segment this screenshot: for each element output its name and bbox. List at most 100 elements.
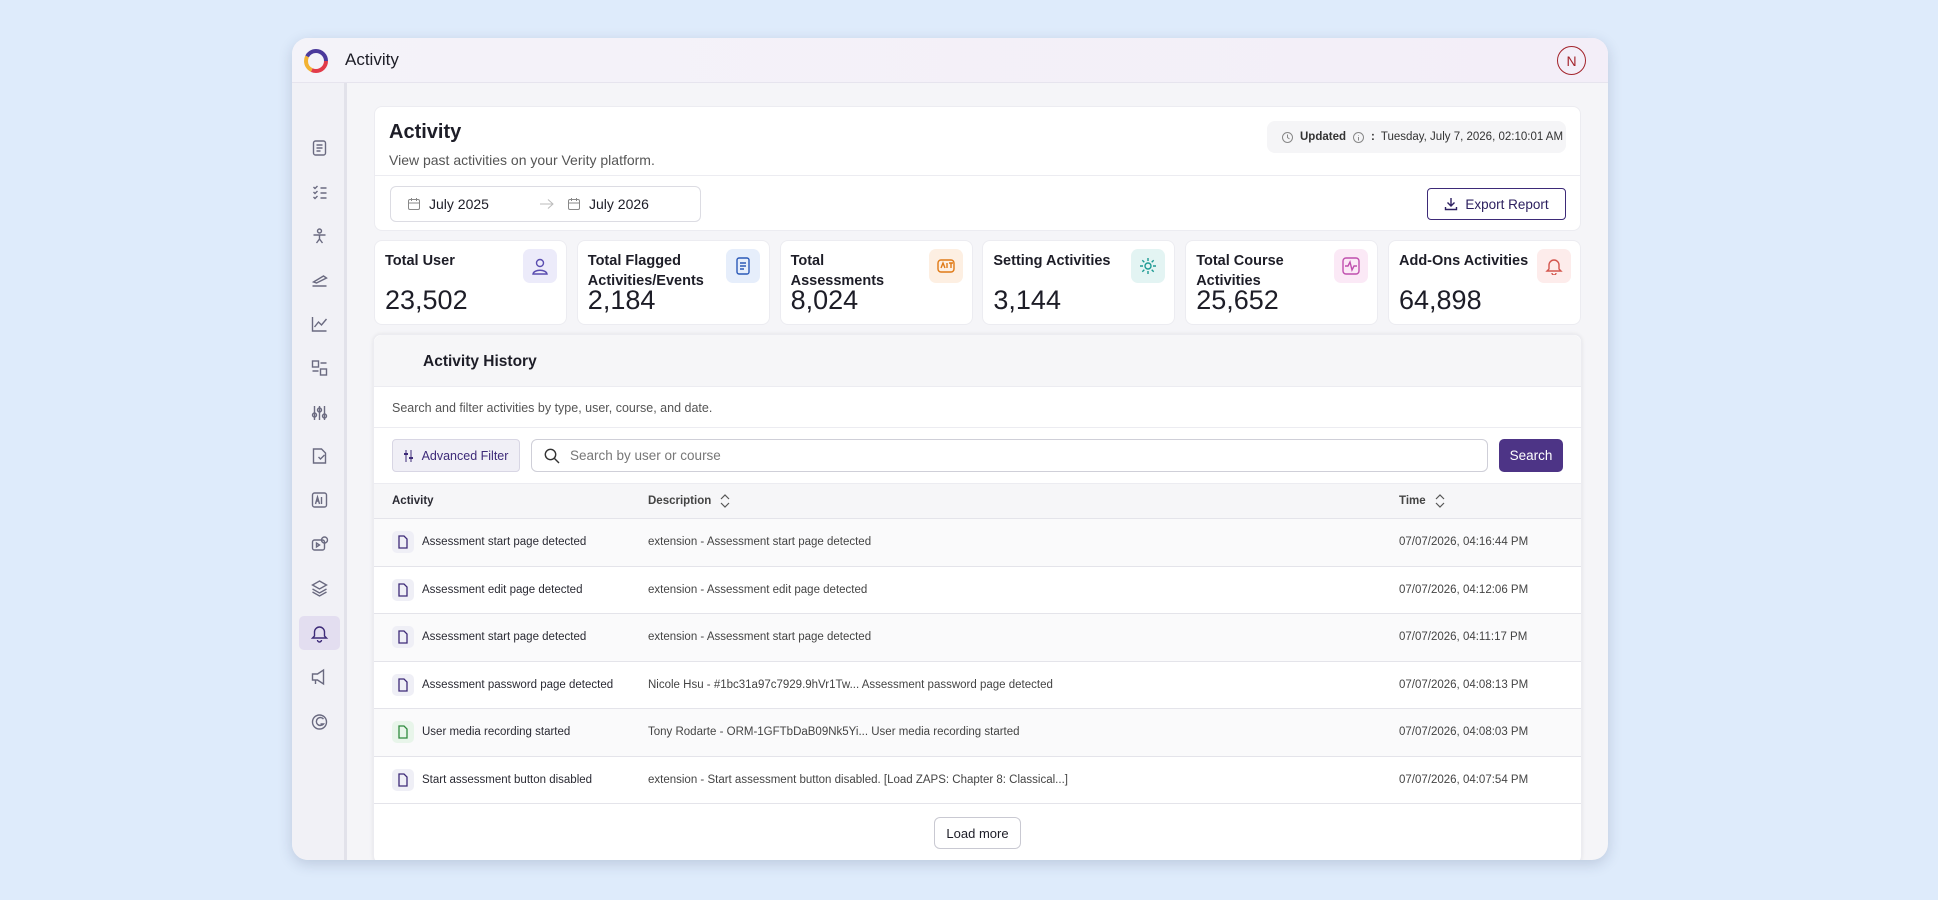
activity-history-card: Activity History Search and filter activ… [373,334,1582,860]
logo [304,49,328,73]
stat-value: 64,898 [1399,285,1482,315]
updated-pill: Updated : Tuesday, July 7, 2026, 02:10:0… [1267,121,1566,153]
stat-icon [725,249,760,283]
stat-label: Total User [385,253,455,269]
doc-icon [392,626,414,649]
stat-card: Total User 23,502 [374,240,567,325]
stat-card: Total Assessments 8,024 [779,240,973,325]
page-subtitle: View past activities on your Verity plat… [389,152,655,168]
search-icon [544,448,560,463]
avatar[interactable]: N [1557,46,1586,75]
cell-text: extension - Start assessment button disa… [648,773,1068,786]
stat-card: Setting Activities 3,144 [982,240,1176,325]
date-range[interactable]: July 2025 July 2026 [390,186,701,222]
table-row: Start assessment button disabled extensio… [374,757,1581,804]
sidebar-icon [311,360,328,376]
stat-icon [1131,249,1166,283]
history-title: Activity History [374,335,1581,387]
load-more-button[interactable]: Load more [934,817,1021,849]
cell-text: 07/07/2026, 04:07:54 PM [1399,773,1529,786]
arrow-icon [540,199,554,209]
doc-icon [392,673,414,696]
table-cell: Assessment start page detected [392,626,587,649]
search-button[interactable]: Search [1499,439,1563,472]
download-icon [1445,198,1458,211]
sidebar-icon [313,228,326,244]
table-cell: 07/07/2026, 04:16:44 PM [1399,536,1528,548]
doc-icon [392,531,414,554]
table-cell: extension - Assessment edit page detecte… [648,584,867,596]
column-header: Time [1399,493,1446,509]
table-header: Activity Description Time [374,483,1581,519]
doc-icon [392,721,414,744]
sidebar-icon [311,275,328,287]
stat-label: Total Course Activities [1196,253,1284,289]
column-label: Activity [392,495,434,507]
stat-icon-glyph [532,258,548,275]
filter-icon [403,449,413,462]
cell-text: extension - Assessment edit page detecte… [648,583,868,596]
cell-text: 07/07/2026, 04:08:13 PM [1399,678,1529,691]
stat-icon [1537,249,1571,283]
table-cell: Nicole Hsu - #1bc31a97c7929.9hVr1Tw... A… [648,679,1053,691]
active-highlight [299,616,340,650]
cell-text: Tony Rodarte - ORM-1GFTbDaB09Nk5Yi... Us… [648,726,1020,739]
stat-icon-glyph [936,259,955,273]
stat-icon-glyph [736,257,750,275]
calendar-icon [568,198,580,210]
updated-label: Updated [1300,131,1346,143]
stat-value: 23,502 [385,285,468,315]
table-cell: extension - Assessment start page detect… [648,536,871,548]
stat-label: Setting Activities [993,253,1111,269]
filter-row: Advanced Filter Search by user or course… [374,428,1581,483]
table-cell: 07/07/2026, 04:08:13 PM [1399,679,1528,691]
cell-text: Nicole Hsu - #1bc31a97c7929.9hVr1Tw... A… [648,678,1053,691]
doc-icon [392,768,414,791]
filter-label: Advanced Filter [421,448,509,463]
table-cell: extension - Start assessment button disa… [648,774,1068,786]
colon: : [1371,131,1375,143]
sidebar-icon [310,626,329,643]
table-row: Assessment start page detected extension … [374,614,1581,662]
doc-glyph [398,725,408,739]
table-cell: User media recording started [392,721,571,744]
date-to: July 2026 [589,196,649,212]
table-cell: Assessment password page detected [392,673,614,696]
stat-icon-glyph [1342,257,1360,275]
cell-text: User media recording started [422,726,571,739]
search-input[interactable]: Search by user or course [531,439,1488,472]
stat-icon [928,249,963,283]
sidebar-icons [299,140,340,730]
page-title: Activity [389,121,462,143]
table-cell: Start assessment button disabled [392,768,592,791]
export-button[interactable]: Export Report [1427,188,1566,220]
column-header: Activity [392,495,434,507]
sidebar [292,83,347,860]
doc-glyph [398,773,408,787]
cell-text: extension - Assessment start page detect… [648,631,872,644]
cell-text: extension - Assessment start page detect… [648,536,872,549]
cell-text: 07/07/2026, 04:08:03 PM [1399,726,1529,739]
cell-text: Assessment start page detected [422,536,587,549]
stat-value: 3,144 [993,285,1061,315]
stat-icon [1334,249,1369,283]
page-header-card: Activity View past activities on your Ve… [374,106,1581,231]
stat-label: Add-Ons Activities [1399,253,1529,269]
sort-icon [1435,494,1445,508]
table-row: Assessment password page detected Nicole … [374,662,1581,709]
stat-icon-glyph [1545,259,1563,275]
table-cell: 07/07/2026, 04:11:17 PM [1399,631,1527,643]
cell-text: Assessment edit page detected [422,583,583,596]
history-description: Search and filter activities by type, us… [374,387,1581,428]
table-row: User media recording started Tony Rodarte… [374,709,1581,757]
date-from: July 2025 [429,196,489,212]
cell-text: Assessment password page detected [422,678,614,691]
doc-glyph [398,630,408,644]
table-row: Assessment start page detected extension … [374,519,1581,567]
doc-glyph [398,678,408,692]
sort-icon [720,494,730,508]
cell-text: Assessment start page detected [422,631,587,644]
header-title: Activity [345,50,399,69]
calendar-icon [408,198,420,210]
advanced-filter-button[interactable]: Advanced Filter [392,439,520,472]
